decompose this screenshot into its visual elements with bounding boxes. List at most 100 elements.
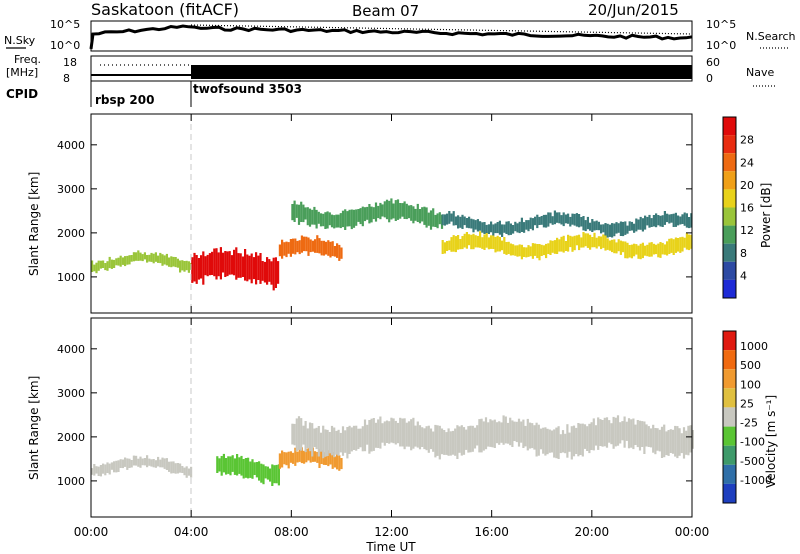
x-axis-title: Time UT <box>365 540 416 554</box>
data-cell <box>277 261 280 284</box>
data-cell <box>584 220 587 232</box>
data-cell <box>329 241 332 258</box>
data-cell <box>496 222 499 234</box>
data-cell <box>685 233 688 250</box>
data-cell <box>450 213 453 222</box>
data-cell <box>313 206 316 225</box>
data-cell <box>681 236 684 252</box>
data-cell <box>599 419 602 446</box>
x-tick-label: 16:00 <box>474 525 509 539</box>
freq-left-tick-low: 8 <box>63 72 70 85</box>
data-cell <box>512 225 515 234</box>
data-cell <box>666 213 669 223</box>
data-cell <box>641 242 644 259</box>
data-cell <box>469 425 472 453</box>
data-cell <box>655 244 658 255</box>
data-cell <box>185 260 188 271</box>
data-cell <box>170 256 173 268</box>
data-cell <box>657 243 660 258</box>
data-cell <box>117 460 120 472</box>
data-cell <box>315 427 318 450</box>
data-cell <box>229 456 232 476</box>
data-cell <box>687 425 690 456</box>
data-cell <box>546 428 549 455</box>
data-cell <box>113 461 116 473</box>
data-cell <box>635 218 638 232</box>
data-cell <box>374 202 378 222</box>
data-cell <box>674 212 677 227</box>
data-cell <box>316 452 319 463</box>
data-cell <box>340 458 343 470</box>
data-cell <box>174 463 177 474</box>
data-cell <box>674 425 677 457</box>
data-cell <box>352 209 356 228</box>
data-cell <box>418 209 422 224</box>
data-cell <box>285 241 288 258</box>
noise-left-tick-low: 10^0 <box>50 39 80 52</box>
data-cell <box>567 213 570 224</box>
data-cell <box>113 259 116 268</box>
data-cell <box>452 235 455 252</box>
data-cell <box>372 418 375 451</box>
colorbar-tick: -1000 <box>740 474 772 487</box>
colorbar-tick: 12 <box>740 224 754 237</box>
data-cell <box>405 203 408 220</box>
data-cell <box>141 458 144 466</box>
data-cell <box>341 426 345 456</box>
data-cell <box>482 421 485 451</box>
data-cell <box>643 421 646 454</box>
data-cell <box>306 428 309 448</box>
data-cell <box>494 223 497 234</box>
data-cell <box>586 233 589 248</box>
data-cell <box>403 201 406 219</box>
data-cell <box>368 420 371 454</box>
data-cell <box>137 250 140 261</box>
data-cell <box>281 239 284 259</box>
data-cell <box>556 237 559 254</box>
data-cell <box>626 225 629 234</box>
data-cell <box>326 211 329 229</box>
colorbar-swatch <box>723 388 736 408</box>
data-cell <box>333 427 336 458</box>
cpid-row: CPID rbsp 200 twofsound 3503 <box>6 81 302 107</box>
noise-search-dots <box>190 24 693 35</box>
data-cell <box>650 218 653 227</box>
data-cell <box>441 214 444 226</box>
data-cell <box>289 239 292 257</box>
data-cell <box>220 456 223 476</box>
data-cell <box>168 257 171 267</box>
data-cell <box>608 224 611 237</box>
data-cell <box>535 422 538 457</box>
data-cell <box>314 239 317 253</box>
data-cell <box>91 260 94 272</box>
data-cell <box>287 242 290 254</box>
data-cell <box>304 207 307 220</box>
data-cell <box>316 235 319 253</box>
data-cell <box>523 222 526 233</box>
data-cell <box>440 428 444 455</box>
data-cell <box>608 240 611 251</box>
x-tick-label: 04:00 <box>174 525 209 539</box>
data-cell <box>685 430 688 455</box>
data-cell <box>185 466 188 478</box>
data-cell <box>573 213 576 226</box>
data-cell <box>297 416 301 450</box>
data-cell <box>146 255 149 263</box>
data-cell <box>514 221 517 232</box>
data-cell <box>293 200 296 222</box>
velocity-colorbar: 1000 500 100 25 -25 -100 -500 -1000 <box>722 330 772 504</box>
data-cell <box>388 200 391 223</box>
data-cell <box>478 419 481 453</box>
colorbar-tick: 28 <box>740 134 754 147</box>
data-cell <box>632 418 635 450</box>
data-cell <box>614 417 617 447</box>
date-title: 20/Jun/2015 <box>588 1 679 19</box>
colorbar-tick: 24 <box>740 156 754 169</box>
data-cell <box>412 206 415 224</box>
data-cell <box>594 425 598 446</box>
data-cell <box>403 418 406 450</box>
data-cell <box>432 208 435 227</box>
data-cell <box>228 251 231 275</box>
data-cell <box>600 236 603 250</box>
cpid-segment-1: rbsp 200 <box>95 93 154 107</box>
